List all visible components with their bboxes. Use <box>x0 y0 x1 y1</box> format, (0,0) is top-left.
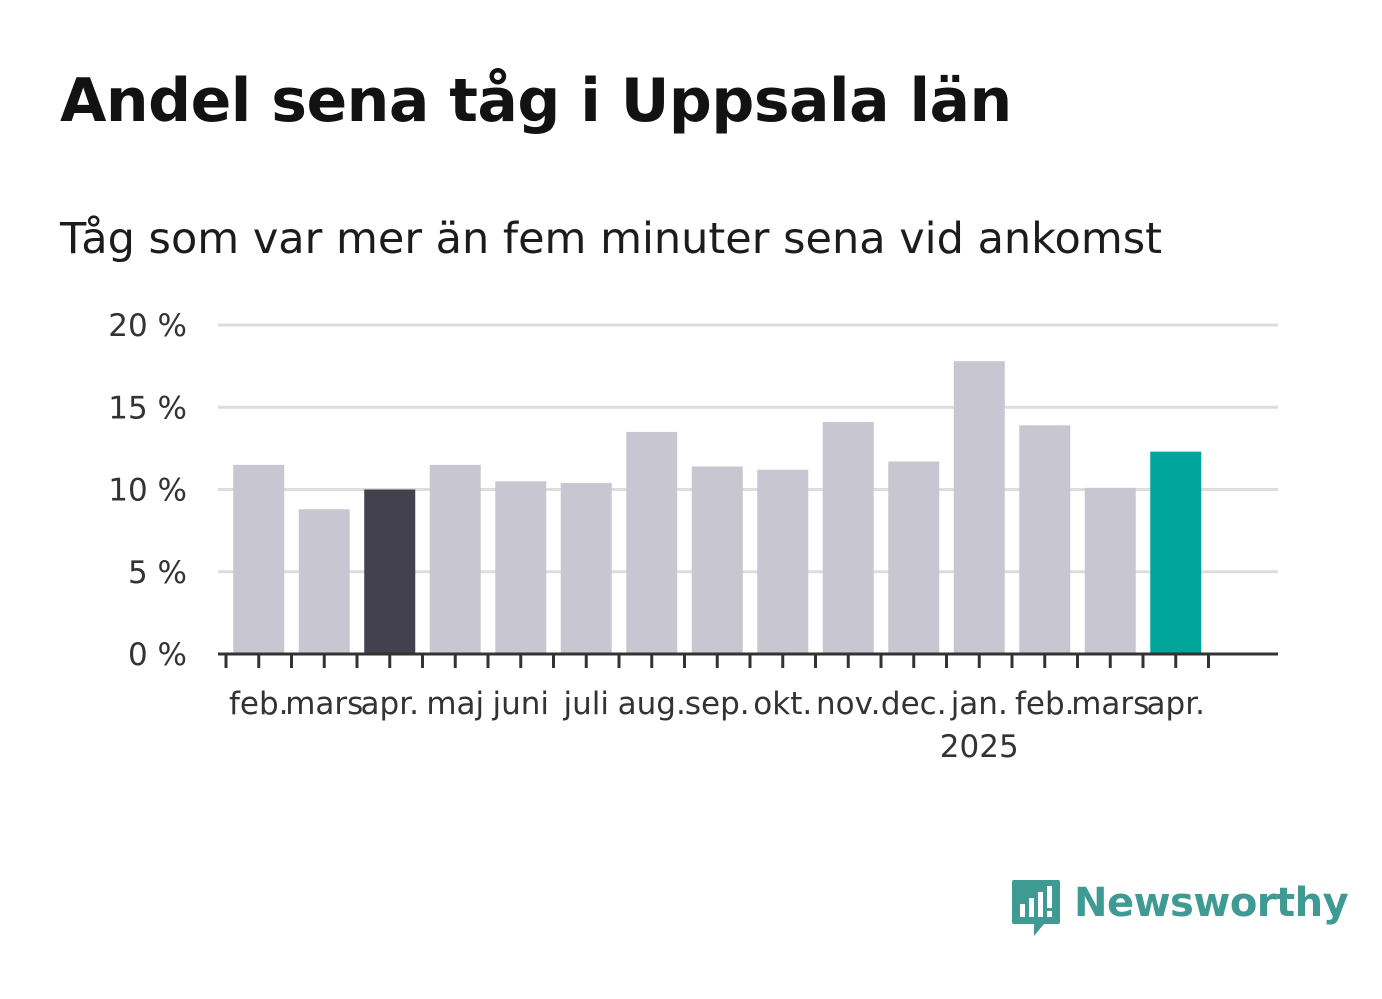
brand-name: Newsworthy <box>1074 880 1349 926</box>
x-tick-label: feb. <box>1015 686 1075 722</box>
x-axis <box>218 652 1278 668</box>
x-tick-label: apr. <box>361 686 419 722</box>
x-tick-label: maj <box>426 686 484 722</box>
chart-title: Andel sena tåg i Uppsala län <box>60 66 1012 136</box>
y-tick-label: 15 % <box>108 390 187 426</box>
bar <box>495 481 547 654</box>
bar <box>298 509 350 654</box>
x-tick-label: mars <box>1071 686 1149 722</box>
x-tick-label: dec. <box>881 686 947 722</box>
y-tick-label: 5 % <box>128 555 187 591</box>
chart-subtitle: Tåg som var mer än fem minuter sena vid … <box>60 214 1163 264</box>
bar <box>888 461 940 654</box>
bar <box>429 464 481 654</box>
x-tick-label: juni <box>491 686 549 722</box>
x-year-label: 2025 <box>940 729 1019 765</box>
bar <box>822 422 874 654</box>
bar <box>1084 487 1136 654</box>
x-tick-label: juli <box>563 686 610 722</box>
x-tick-label: apr. <box>1147 686 1205 722</box>
bar <box>1019 425 1071 654</box>
bar-chart-speech-bubble-icon <box>1012 880 1060 936</box>
x-tick-label: okt. <box>753 686 812 722</box>
x-tick-label: sep. <box>685 686 750 722</box>
x-tick-label: jan. <box>950 686 1008 722</box>
newsworthy-logo: Newsworthy <box>1010 878 1349 940</box>
y-tick-label: 20 % <box>108 308 187 344</box>
y-tick-label: 10 % <box>108 473 187 509</box>
bar <box>560 482 612 654</box>
bar <box>626 431 678 654</box>
bar <box>1150 451 1202 654</box>
bar <box>691 466 743 654</box>
y-axis-labels: 0 % 5 % 10 % 15 % 20 % <box>108 308 187 673</box>
y-tick-label: 0 % <box>128 637 187 673</box>
x-tick-label: mars <box>285 686 363 722</box>
x-tick-label: aug. <box>618 686 686 722</box>
bars <box>233 361 1202 654</box>
x-tick-label: nov. <box>816 686 880 722</box>
bar <box>953 361 1005 654</box>
bar <box>233 464 285 654</box>
bar <box>757 469 809 654</box>
bar <box>364 489 416 654</box>
x-tick-label: feb. <box>229 686 289 722</box>
